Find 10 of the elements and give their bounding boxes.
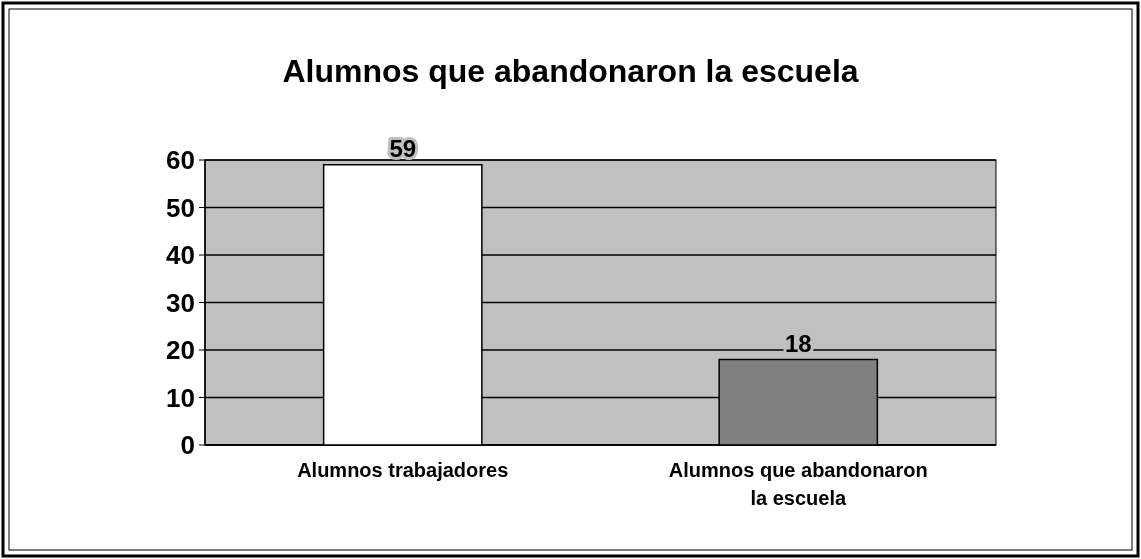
y-tick-label: 20 bbox=[166, 335, 195, 366]
y-tick-label: 60 bbox=[166, 145, 195, 176]
y-tick-label: 40 bbox=[166, 240, 195, 271]
data-label: 59 bbox=[389, 134, 417, 162]
chart-title: Alumnos que abandonaron la escuela bbox=[282, 53, 859, 89]
y-tick-label: 50 bbox=[166, 192, 195, 223]
x-tick-label: Alumnos trabajadores bbox=[297, 459, 509, 481]
y-tick-label: 30 bbox=[166, 287, 195, 318]
y-tick-label: 0 bbox=[180, 430, 195, 461]
y-tick-label: 10 bbox=[166, 382, 195, 413]
